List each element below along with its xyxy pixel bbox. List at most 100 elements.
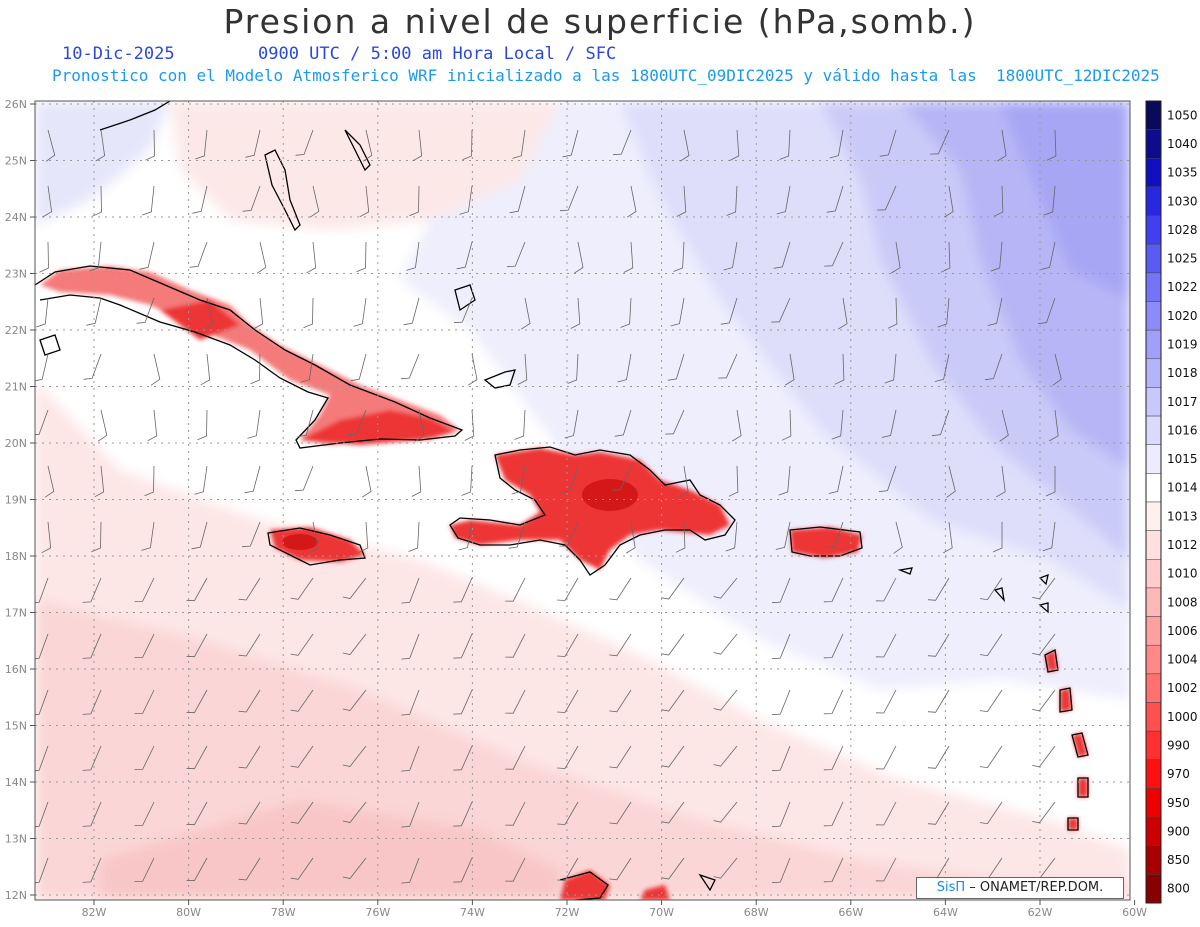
wind-barb xyxy=(779,129,791,160)
wind-barb xyxy=(406,241,420,271)
wind-barb xyxy=(290,689,314,712)
lat-label: 26N xyxy=(5,98,27,111)
wind-barb xyxy=(943,185,954,218)
wind-barb xyxy=(612,465,632,491)
wind-barb xyxy=(35,689,49,716)
wind-barb xyxy=(784,353,795,386)
wind-barb xyxy=(875,633,897,658)
wind-barb xyxy=(238,857,261,881)
wind-barb xyxy=(505,689,526,714)
colorbar-label: 1040 xyxy=(1167,137,1198,151)
colorbar-swatch xyxy=(1145,444,1162,474)
wind-barb xyxy=(35,409,49,436)
wind-barb xyxy=(453,297,473,324)
wind-barb xyxy=(256,241,267,274)
wind-barb xyxy=(609,633,632,657)
colorbar-label: 850 xyxy=(1167,853,1190,867)
credit-text: – ONAMET/REP.DOM. xyxy=(965,880,1104,895)
wind-barb xyxy=(95,129,106,162)
wind-barb xyxy=(609,689,632,713)
wind-barb xyxy=(564,409,579,439)
colorbar-label: 1013 xyxy=(1167,509,1198,523)
wind-barb xyxy=(139,241,155,270)
wind-barb xyxy=(940,241,951,273)
colorbar-swatch xyxy=(1145,816,1162,846)
wind-barb xyxy=(82,633,102,659)
wind-barb xyxy=(626,185,637,218)
wind-barb xyxy=(771,801,791,828)
wind-barb xyxy=(875,577,897,602)
colorbar-swatch xyxy=(1145,530,1162,560)
wind-barb xyxy=(614,409,632,437)
wind-barb xyxy=(837,297,848,330)
wind-barb xyxy=(520,297,531,330)
colorbar-swatch xyxy=(1145,730,1162,761)
wind-barb xyxy=(771,633,791,660)
wind-barb xyxy=(39,241,49,273)
wind-barb xyxy=(512,129,526,159)
colorbar-label: 1050 xyxy=(1167,108,1198,122)
wind-barb xyxy=(238,801,261,825)
wind-barb xyxy=(573,241,584,274)
wind-barb xyxy=(86,297,102,326)
map-field xyxy=(35,101,1130,900)
wind-barb xyxy=(831,409,844,440)
wind-barb xyxy=(661,577,685,600)
wind-barb xyxy=(1032,577,1056,600)
wind-barb xyxy=(453,801,473,827)
wind-barb xyxy=(661,801,685,824)
wind-barb xyxy=(462,129,473,161)
colorbar-label: 1004 xyxy=(1167,653,1198,667)
wind-barb xyxy=(673,241,685,272)
wind-barb xyxy=(927,689,950,713)
wind-barb xyxy=(979,745,1003,769)
wind-barb xyxy=(979,633,1003,657)
wind-barb xyxy=(557,857,579,881)
colorbar-label: 1016 xyxy=(1167,423,1198,437)
wind-barb xyxy=(1045,466,1056,497)
wind-barb xyxy=(253,297,264,330)
wind-barb xyxy=(878,465,897,493)
wind-barb xyxy=(823,633,844,659)
lon-label: 76W xyxy=(365,906,390,919)
lat-label: 14N xyxy=(5,776,27,789)
graticule xyxy=(35,101,1130,900)
wind-barb xyxy=(453,857,473,883)
wind-barb xyxy=(823,745,844,771)
lon-label: 66W xyxy=(838,906,863,919)
wind-barb xyxy=(678,465,689,498)
colorbar-label: 1017 xyxy=(1167,395,1198,409)
wind-barb xyxy=(342,633,367,655)
wind-barb xyxy=(401,633,420,660)
wind-barb xyxy=(771,689,791,716)
wind-barb xyxy=(142,185,155,216)
colorbar-swatch xyxy=(1145,874,1162,904)
wind-barb xyxy=(823,577,844,603)
wind-barb xyxy=(617,353,632,383)
wind-barb xyxy=(290,577,314,600)
credit-brand: SisΠ xyxy=(936,880,966,895)
colorbar-label: 1014 xyxy=(1167,481,1198,495)
wind-barb xyxy=(557,689,579,713)
wind-barb xyxy=(134,745,155,770)
wind-barb xyxy=(467,353,478,386)
wind-barb xyxy=(773,241,791,269)
wind-barb xyxy=(359,185,370,218)
wind-barb xyxy=(825,521,844,549)
wind-barb xyxy=(1037,297,1056,325)
lat-label: 17N xyxy=(5,607,27,620)
wind-barb xyxy=(771,745,791,772)
wind-barb xyxy=(505,801,526,826)
lat-label: 16N xyxy=(5,663,27,676)
wind-barb xyxy=(557,745,579,769)
wind-barb xyxy=(661,689,685,712)
wind-barb xyxy=(342,801,367,823)
wind-barb xyxy=(781,409,792,441)
wind-barb xyxy=(82,745,102,771)
wind-barb xyxy=(508,521,526,549)
wind-barb xyxy=(996,465,1006,498)
wind-barb xyxy=(290,801,314,824)
wind-barb xyxy=(356,241,367,273)
lat-label: 13N xyxy=(5,833,27,846)
